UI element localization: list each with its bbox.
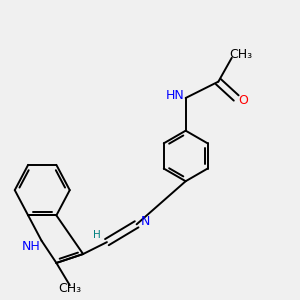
Text: H: H [93, 230, 101, 240]
Text: NH: NH [22, 240, 40, 253]
Text: HN: HN [166, 88, 184, 101]
Text: O: O [239, 94, 249, 107]
Text: CH₃: CH₃ [58, 282, 81, 295]
Text: CH₃: CH₃ [229, 48, 252, 62]
Text: N: N [141, 215, 150, 228]
